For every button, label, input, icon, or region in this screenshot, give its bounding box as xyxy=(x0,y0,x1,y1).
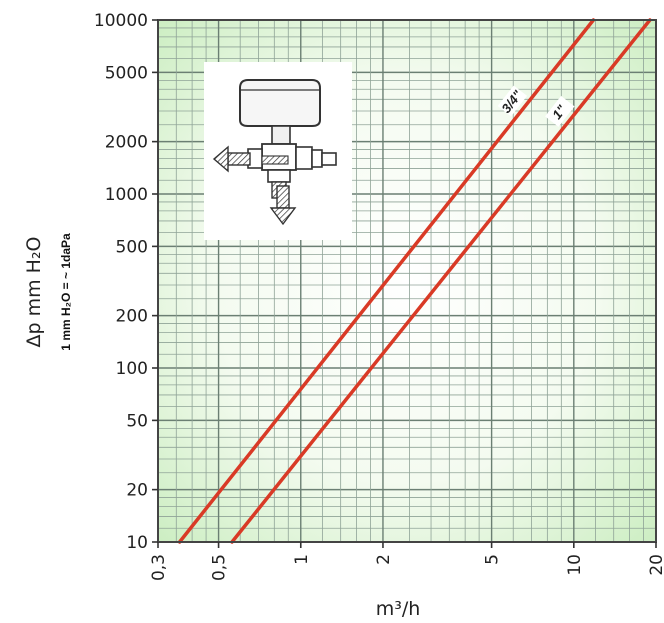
x-tick-label: 1 xyxy=(292,554,312,565)
y-tick-label: 2000 xyxy=(105,133,148,153)
y-axis-note: 1 mm H₂O = ~ 1daPa xyxy=(59,233,73,351)
x-tick-label: 5 xyxy=(483,554,503,565)
y-tick-label: 10000 xyxy=(94,11,148,31)
series-label-group: 1" xyxy=(545,95,575,127)
x-tick-label: 20 xyxy=(647,554,664,576)
x-tick-label: 0,3 xyxy=(149,554,169,581)
series-line xyxy=(230,18,652,544)
y-tick-label: 20 xyxy=(126,481,148,501)
series-labels: 3/4" 1" xyxy=(497,85,575,127)
y-tick-label: 5000 xyxy=(105,63,148,83)
valve-illustration xyxy=(204,62,352,240)
y-tick-label: 50 xyxy=(126,411,148,431)
y-tick-label: 200 xyxy=(116,307,148,327)
y-axis-title: Δp mm H₂O xyxy=(23,236,45,347)
series-label-bg xyxy=(545,95,575,127)
x-axis-ticks: 0,3 0,5 1 2 5 10 20 xyxy=(149,542,664,581)
y-axis-ticks: 10 20 50 100 200 500 1000 2000 5000 10000 xyxy=(94,11,158,553)
y-tick-label: 1000 xyxy=(105,185,148,205)
x-axis-title: m³/h xyxy=(376,598,421,620)
y-tick-label: 500 xyxy=(116,237,148,257)
plot-frame xyxy=(157,19,657,543)
x-tick-label: 10 xyxy=(565,554,585,576)
series-group xyxy=(177,18,652,544)
valve-body-icon xyxy=(212,79,337,226)
series-label-bg xyxy=(497,85,528,117)
y-tick-label: 10 xyxy=(126,533,148,553)
x-tick-label: 0,5 xyxy=(210,554,230,581)
series-line xyxy=(177,18,596,544)
x-tick-label: 2 xyxy=(374,554,394,565)
y-tick-label: 100 xyxy=(116,359,148,379)
